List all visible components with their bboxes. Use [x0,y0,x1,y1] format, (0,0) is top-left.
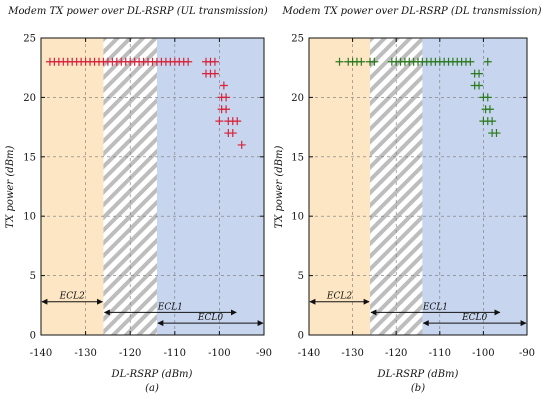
data-point [237,140,246,149]
x-tick-label: -130 [74,348,96,359]
x-tick-label: -140 [298,348,320,359]
plot-frame [40,37,265,336]
data-point [485,105,494,114]
data-point [370,57,379,66]
data-point [222,93,231,102]
chart-title: Modem TX power over DL-RSRP (UL transmis… [7,6,268,17]
data-point [466,57,475,66]
y-tick-label: 5 [298,271,304,282]
x-tick-label: -90 [256,348,272,359]
data-point [492,129,501,138]
y-tick-label: 25 [291,34,304,45]
data-point [210,69,219,78]
y-axis-label: TX power (dBm) [274,145,285,228]
data-point [488,117,497,126]
subplot-caption: (b) [411,383,425,394]
x-tick-label: -130 [341,348,363,359]
y-tick-label: 20 [23,93,36,104]
y-tick-label: 15 [291,152,304,163]
chart-title: Modem TX power over DL-RSRP (DL transmis… [281,6,541,17]
ecl-label-ecl2: ECL2 [326,292,352,302]
y-tick-label: 25 [23,34,36,45]
x-axis-label: DL-RSRP (dBm) [111,369,193,380]
data-point [483,57,492,66]
y-tick-label: 10 [291,212,304,223]
x-axis-label: DL-RSRP (dBm) [377,369,459,380]
ecl-label-ecl0: ECL0 [197,313,223,323]
data-point [233,117,242,126]
x-tick-label: -100 [208,348,230,359]
data-point [483,93,492,102]
data-point [475,81,484,90]
region-ecl2 [41,38,104,335]
data-point [219,81,228,90]
x-tick-label: -110 [429,348,451,359]
x-tick-label: -120 [385,348,407,359]
y-tick-label: 15 [23,152,36,163]
region-ecl0 [156,38,264,335]
y-tick-label: 5 [30,271,36,282]
data-point [357,57,366,66]
x-tick-label: -140 [30,348,52,359]
y-tick-label: 0 [298,331,304,342]
subplot-a: Modem TX power over DL-RSRP (UL transmis… [5,6,272,394]
x-tick-label: -90 [519,348,535,359]
data-point [475,69,484,78]
region-ecl2 [309,38,371,335]
ecl-label-ecl2: ECL2 [59,292,85,302]
subplot-b: Modem TX power over DL-RSRP (DL transmis… [274,6,542,394]
ecl-label-ecl1: ECL1 [422,302,448,312]
data-point [335,57,344,66]
y-tick-label: 10 [23,212,36,223]
subplot-caption: (a) [145,383,159,394]
ecl-label-ecl0: ECL0 [461,313,487,323]
y-tick-label: 0 [30,331,36,342]
data-point [210,57,219,66]
x-tick-label: -110 [164,348,186,359]
x-tick-label: -120 [119,348,141,359]
y-axis-label: TX power (dBm) [5,145,16,228]
x-tick-label: -100 [472,348,494,359]
data-point [215,117,224,126]
y-tick-label: 20 [291,93,304,104]
data-point [228,129,237,138]
data-point [222,105,231,114]
plot-frame [308,37,528,336]
data-point [184,57,193,66]
ecl-label-ecl1: ECL1 [157,302,183,312]
